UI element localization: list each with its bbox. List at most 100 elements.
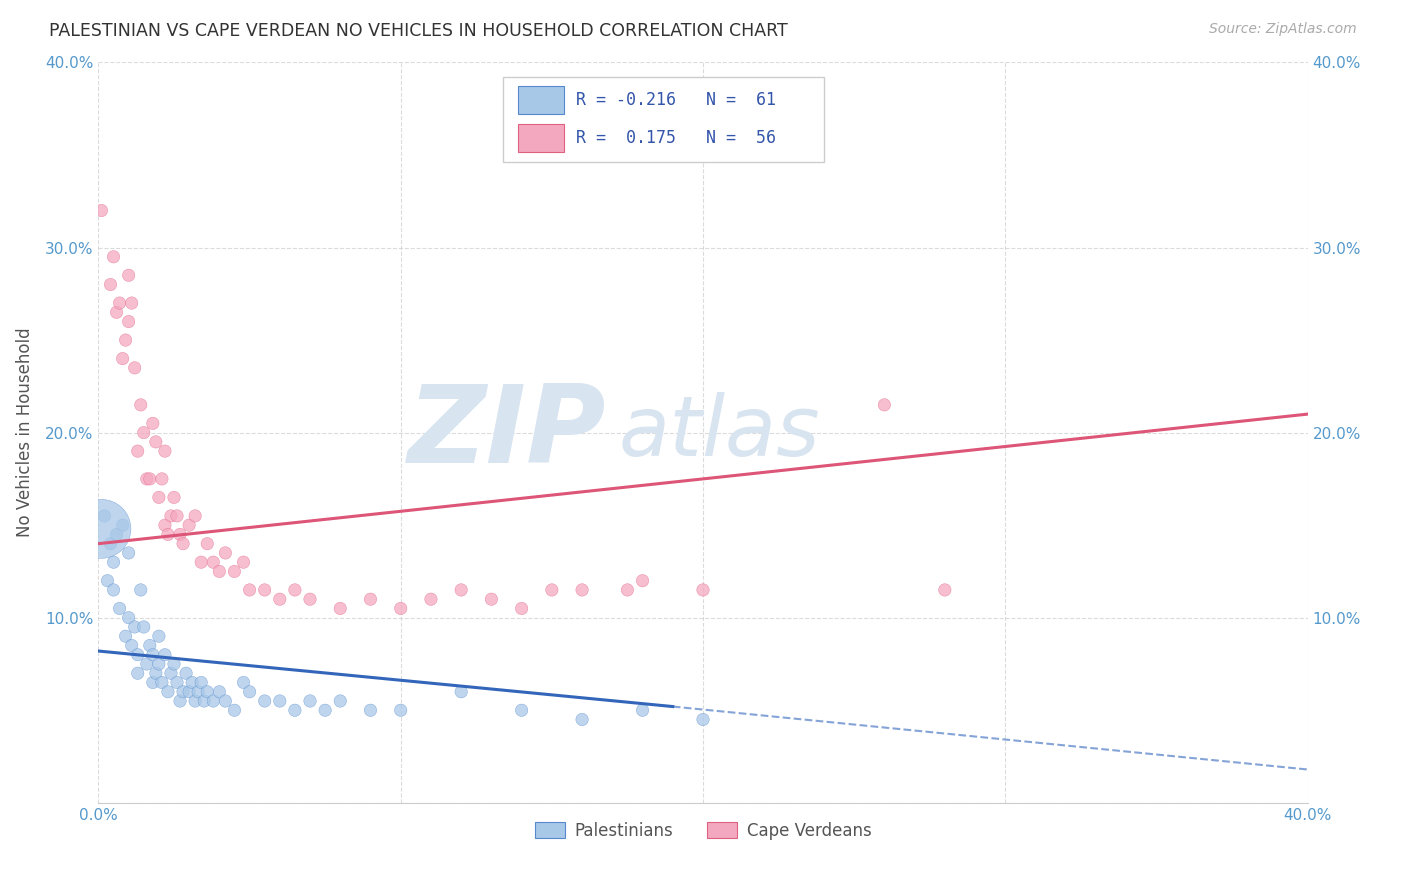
Point [299,592,322,607]
Point [100,277,122,292]
Point [148,629,170,643]
Point [103,250,125,264]
Point [118,546,141,560]
Point [202,694,225,708]
Point [214,546,236,560]
Point [169,694,191,708]
Point [481,592,503,607]
Point [132,425,155,440]
Point [184,508,207,523]
Point [124,620,146,634]
Point [145,434,167,449]
Point [571,582,593,597]
Point [163,657,186,671]
Point [163,491,186,505]
Point [145,666,167,681]
Point [166,675,188,690]
Point [540,582,562,597]
Point [232,555,254,569]
Point [232,675,254,690]
Point [166,508,188,523]
Point [118,610,141,624]
Point [156,685,179,699]
Point [299,694,322,708]
Text: Source: ZipAtlas.com: Source: ZipAtlas.com [1209,22,1357,37]
Point [148,657,170,671]
Point [139,639,162,653]
Point [253,694,276,708]
Point [239,685,262,699]
Text: atlas: atlas [619,392,820,473]
Legend: Palestinians, Cape Verdeans: Palestinians, Cape Verdeans [527,815,879,847]
Point [510,601,533,615]
Point [114,333,136,347]
Point [127,648,149,662]
Point [389,703,412,717]
Point [571,713,593,727]
Point [108,296,131,310]
Bar [517,87,564,114]
Point [208,685,231,699]
Point [510,703,533,717]
Point [150,675,173,690]
Point [202,555,225,569]
Point [692,582,714,597]
Point [142,648,165,662]
Point [150,472,173,486]
Point [450,582,472,597]
Point [284,582,307,597]
Point [142,417,165,431]
Text: PALESTINIAN VS CAPE VERDEAN NO VEHICLES IN HOUSEHOLD CORRELATION CHART: PALESTINIAN VS CAPE VERDEAN NO VEHICLES … [49,22,787,40]
Point [389,601,412,615]
Point [127,666,149,681]
FancyBboxPatch shape [503,78,824,162]
Point [169,527,191,541]
Point [172,536,194,550]
Point [108,601,131,615]
Point [174,666,197,681]
Point [329,694,352,708]
Point [172,685,194,699]
Point [184,694,207,708]
Point [100,536,122,550]
Point [631,703,654,717]
Point [224,565,246,579]
Point [114,629,136,643]
Point [692,713,714,727]
Point [314,703,336,717]
Point [124,360,146,375]
Point [96,574,118,588]
Point [160,508,183,523]
Point [148,491,170,505]
Point [208,565,231,579]
Point [190,675,212,690]
Point [420,592,443,607]
Point [90,522,112,536]
Point [132,620,155,634]
Point [179,685,201,699]
Point [135,657,157,671]
Point [121,296,143,310]
Point [129,398,152,412]
Point [135,472,157,486]
Point [631,574,654,588]
Point [360,703,382,717]
Point [127,444,149,458]
Point [450,685,472,699]
Point [934,582,956,597]
Point [239,582,262,597]
Point [195,685,218,699]
Point [111,518,134,533]
Point [105,527,128,541]
Point [118,314,141,328]
Point [214,694,236,708]
Bar [517,124,564,152]
Point [179,518,201,533]
Point [111,351,134,366]
Point [195,536,218,550]
Point [153,518,176,533]
Point [253,582,276,597]
Point [187,685,209,699]
Point [360,592,382,607]
Point [616,582,638,597]
